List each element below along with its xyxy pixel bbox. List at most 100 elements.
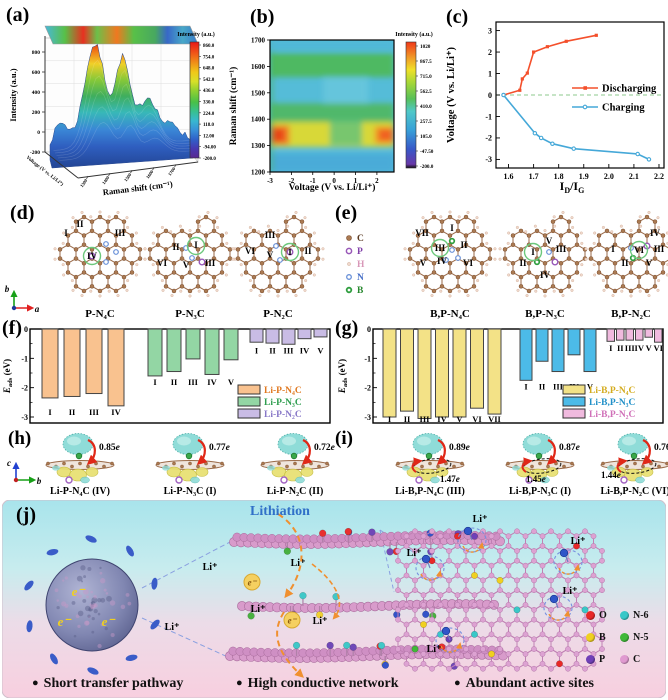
carbon-atom (565, 636, 571, 643)
carbon-atom (488, 592, 495, 598)
bullet-short-transfer: ● Short transfer pathway (32, 676, 184, 691)
site-label: VI (157, 258, 167, 268)
carbon-atom (590, 572, 597, 579)
carbon-atom (542, 242, 548, 248)
carbon-atom (403, 533, 410, 540)
yellow-lobe (545, 467, 559, 477)
carbon-atom (505, 660, 512, 667)
transfer-value: 0.89e (449, 443, 471, 453)
x-tick: 0 (332, 177, 336, 185)
y-tick: 1500 (251, 89, 266, 97)
carbon-atom (395, 577, 401, 584)
carbon-atom (548, 557, 554, 564)
electron-label: e⁻ (102, 614, 117, 629)
hydrogen-atom (476, 279, 480, 283)
y-tick: 1400 (251, 116, 266, 124)
hydrogen-atom (197, 289, 201, 293)
carbon-atom (596, 233, 602, 238)
carbon-atom (129, 233, 135, 238)
marker (545, 45, 550, 49)
site-label: II (172, 242, 180, 252)
carbon-atom (644, 260, 650, 266)
hydrogen-atom (656, 216, 660, 220)
hydrogen-atom (411, 241, 415, 245)
carbon-atom (612, 288, 618, 294)
hydrogen-atom (610, 230, 614, 234)
carbon-atom (463, 288, 469, 294)
legend-swatch (237, 396, 261, 407)
li-ion-label: Li⁺ (165, 622, 180, 633)
carbon-atom (259, 242, 265, 248)
carbon-atom (526, 260, 532, 266)
legend-P-marker (586, 654, 595, 664)
hydrogen-atom (231, 257, 235, 261)
hydrogen-atom (579, 273, 583, 277)
voltage-idig-line-chart: 3 2 1 0 -1 -2 -3 1.6 1.7 1.8 1.9 2.0 2.1 2.2 Voltage (… (446, 21, 665, 195)
carbon-atom (620, 256, 626, 261)
carbon-atom (514, 616, 520, 623)
hydrogen-atom (420, 279, 424, 283)
lithium-atom (463, 526, 473, 536)
carbon-atom (105, 247, 111, 252)
legend-swatch (562, 384, 586, 395)
hydrogen-atom (89, 215, 93, 219)
lithium-atom (549, 594, 559, 604)
carbon-atom (514, 636, 520, 643)
legend-C-marker (346, 235, 352, 241)
carbon-atom (488, 543, 495, 549)
bullet-dot: ● (454, 677, 461, 689)
carbon-atom (97, 214, 103, 220)
x-tick: 1.9 (579, 172, 589, 181)
y-tick: 1200 (251, 169, 266, 177)
highlight-circle (186, 236, 206, 256)
bar (487, 328, 502, 415)
carbon-atom (526, 288, 532, 294)
hydrogen-atom (411, 263, 415, 267)
carbon-atom (660, 270, 666, 275)
carbon-atom (81, 242, 87, 248)
carbon-atom (534, 274, 540, 280)
carbon-atom (534, 247, 540, 252)
site-label: VII (415, 228, 429, 238)
hop-arrow (440, 642, 463, 653)
y-tick: 1300 (251, 142, 266, 150)
dopant-atom (368, 528, 376, 536)
highlight-circle (280, 242, 300, 262)
z-tick: 200 (32, 110, 41, 116)
carbon-atom (514, 577, 520, 584)
colorbar-tick: 330.0 (203, 101, 215, 106)
carbon-atom (480, 606, 486, 613)
electrolyte-droplet (125, 654, 138, 662)
carbon-atom (514, 548, 520, 554)
carbon-atom (558, 214, 564, 220)
dopant-atom (292, 641, 301, 650)
carbon-atom (550, 228, 556, 234)
bar (417, 328, 432, 419)
carbon-atom (550, 219, 556, 224)
carbon-atom (644, 270, 650, 275)
carbon-atom (505, 621, 512, 628)
hydrogen-atom (125, 288, 129, 292)
carbon-atom (488, 572, 495, 579)
carbon-atom (518, 256, 524, 261)
transfer-value: 0.76e (654, 443, 668, 453)
carbon-atom (556, 533, 563, 540)
carbon-atom (652, 247, 658, 252)
carbon-atom (446, 665, 452, 672)
carbon-atom (403, 572, 410, 579)
hydrogen-atom (179, 289, 183, 293)
hydrogen-atom (533, 224, 537, 228)
site-label: III (435, 243, 446, 253)
legend-N-5-marker (620, 632, 629, 642)
dopant-atom (471, 630, 478, 638)
carbon-atom (291, 233, 297, 238)
carbon-atom (283, 284, 289, 289)
plot-frame (269, 39, 395, 173)
carbon-atom (471, 247, 477, 252)
lithium-atom (421, 554, 431, 564)
dopant-atom (349, 643, 357, 651)
carbon-atom (454, 660, 461, 667)
carbon-atom (604, 274, 610, 280)
panel-b-tag: (b) (250, 6, 275, 28)
panel-c: (c) 3 2 1 0 -1 -2 -3 1.6 1.7 1.8 1.9 2.0 2.1 2.2 Volta… (434, 0, 668, 196)
